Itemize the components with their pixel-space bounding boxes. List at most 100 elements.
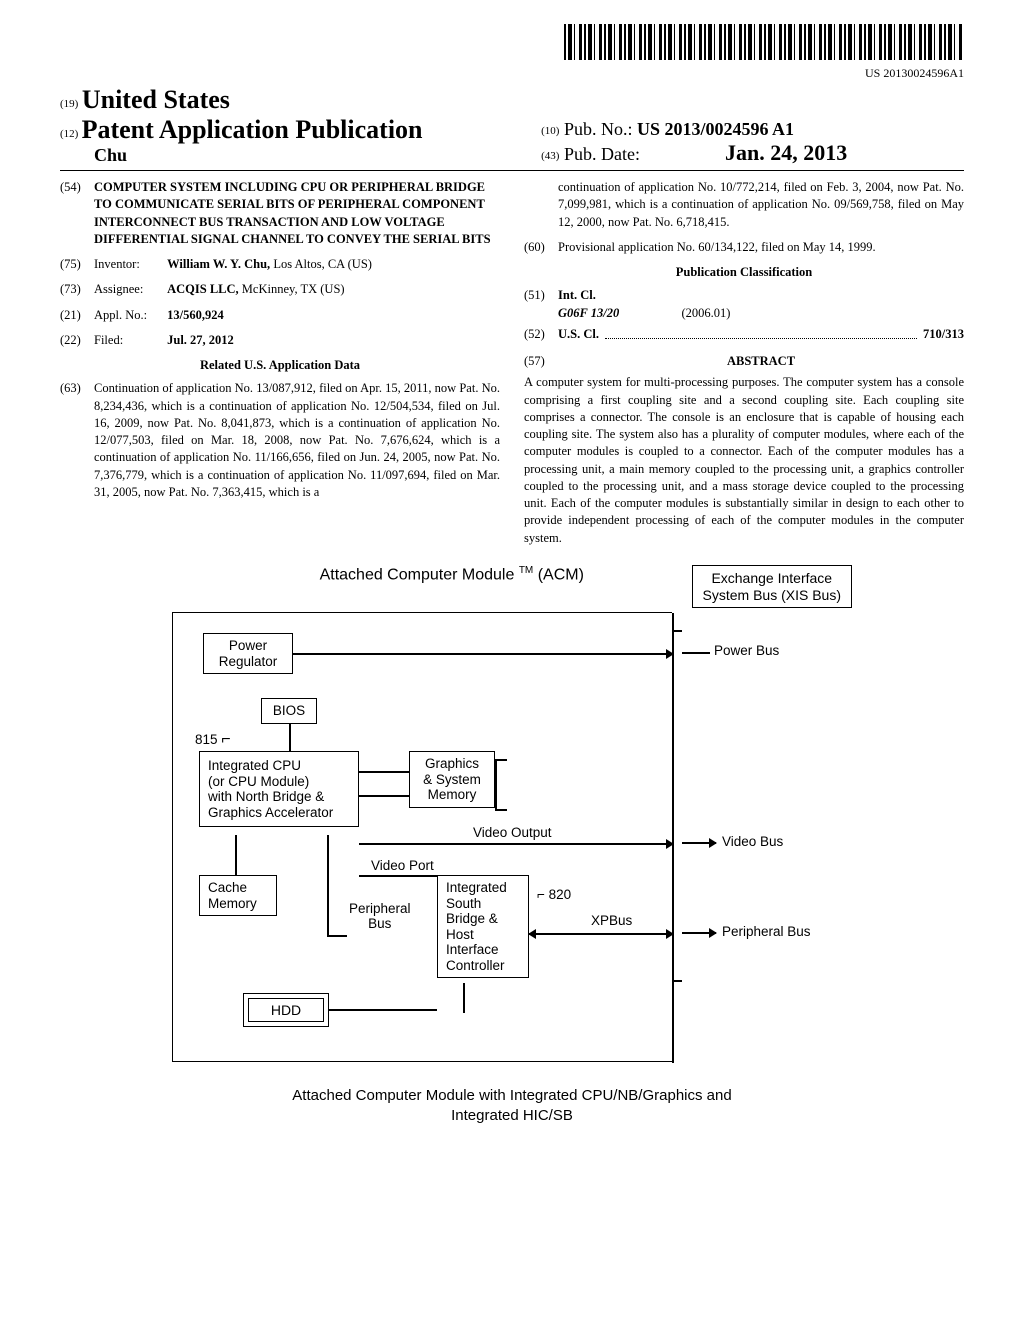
pub-type-line: (12) Patent Application Publication [60, 115, 525, 145]
xis-box: Exchange Interface System Bus (XIS Bus) [692, 565, 852, 609]
periph-bus-right-label: Peripheral Bus [722, 924, 811, 939]
graphics-memory-box: Graphics & System Memory [409, 751, 495, 808]
xpbus-label: XPBus [591, 913, 632, 928]
cont2-text: continuation of application No. 10/772,2… [558, 179, 964, 231]
cpu-box: Integrated CPU (or CPU Module) with Nort… [199, 751, 359, 827]
intcl-body: Int. Cl. G06F 13/20 (2006.01) [558, 287, 964, 322]
filed-body: Filed: Jul. 27, 2012 [94, 332, 500, 349]
assignee-entry: (73) Assignee: ACQIS LLC, McKinney, TX (… [60, 281, 500, 298]
bios-box: BIOS [261, 698, 317, 724]
ref-820-text: 820 [549, 887, 572, 902]
xis-line1: Exchange Interface [703, 570, 841, 587]
figure-right: Power Bus Video Bus Peripheral Bus [672, 612, 852, 1062]
abstract-num: (57) [524, 353, 558, 370]
cont-entry: (63) Continuation of application No. 13/… [60, 380, 500, 501]
applno-body: Appl. No.: 13/560,924 [94, 307, 500, 324]
title-entry: (54) COMPUTER SYSTEM INCLUDING CPU OR PE… [60, 179, 500, 248]
prov-num: (60) [524, 239, 558, 256]
periph-bus-hline [327, 935, 347, 937]
cache-conn [235, 835, 237, 875]
xis-vline [672, 630, 674, 980]
intcl-date: (2006.01) [682, 306, 731, 320]
pub-no-label: Pub. No.: [564, 119, 633, 139]
filed-label: Filed: [94, 332, 164, 349]
title-text: COMPUTER SYSTEM INCLUDING CPU OR PERIPHE… [94, 179, 500, 248]
biblio-left: (54) COMPUTER SYSTEM INCLUDING CPU OR PE… [60, 179, 500, 547]
pub-no-prefix: (10) [541, 125, 559, 137]
gfx-right-h2 [495, 809, 507, 811]
abstract-label-wrap: ABSTRACT [558, 353, 964, 370]
uscl-dotted [605, 338, 917, 339]
hdd-conn-spacer [463, 983, 465, 1013]
cpu-gfx-conn2 [359, 795, 409, 797]
figure-caption: Attached Computer Module with Integrated… [172, 1086, 852, 1125]
applno-label: Appl. No.: [94, 307, 164, 324]
figure-acm-abbrev: (ACM) [538, 566, 584, 583]
hdd-inner: HDD [248, 998, 324, 1022]
figure-title-text: Attached Computer Module [320, 566, 515, 583]
ref-815: 815 ⌐ [195, 731, 231, 749]
video-output-line [359, 843, 673, 845]
applno-entry: (21) Appl. No.: 13/560,924 [60, 307, 500, 324]
tm-mark: TM [519, 565, 533, 576]
filed-entry: (22) Filed: Jul. 27, 2012 [60, 332, 500, 349]
uscl-label: U.S. Cl. [558, 326, 599, 343]
intcl-code: G06F 13/20 [558, 306, 619, 320]
cont2-entry: continuation of application No. 10/772,2… [524, 179, 964, 231]
pub-type: Patent Application Publication [82, 115, 423, 144]
filed-val: Jul. 27, 2012 [167, 333, 234, 347]
assignee-loc: McKinney, TX (US) [239, 282, 345, 296]
hdd-conn-h [329, 1009, 437, 1011]
country-prefix: (19) [60, 98, 78, 110]
abstract-header: (57) ABSTRACT [524, 353, 964, 370]
header-right: (10) Pub. No.: US 2013/0024596 A1 (43) P… [525, 119, 964, 166]
inventor-name: William W. Y. Chu, [167, 257, 270, 271]
figure-inner: Attached Computer Module TM (ACM) Exchan… [172, 565, 852, 1126]
pub-date-label: Pub. Date: [564, 144, 640, 164]
inventor-label: Inventor: [94, 256, 164, 273]
pub-no: US 2013/0024596 A1 [637, 119, 794, 139]
biblio-right: continuation of application No. 10/772,2… [524, 179, 964, 547]
power-bus-rline [682, 652, 710, 654]
intcl-label: Int. Cl. [558, 287, 964, 304]
intcl-line: G06F 13/20 (2006.01) [558, 305, 964, 322]
intcl-num: (51) [524, 287, 558, 322]
barcode [564, 24, 964, 60]
uscl-code: 710/313 [923, 326, 964, 343]
filed-num: (22) [60, 332, 94, 349]
xis-bot-tick [672, 980, 682, 982]
barcode-region: US 20130024596A1 [60, 24, 964, 81]
ref-820: ⌐ 820 [537, 887, 571, 902]
uscl-num: (52) [524, 326, 558, 343]
pub-date: Jan. 24, 2013 [725, 140, 847, 165]
cont-num: (63) [60, 380, 94, 501]
video-output-label: Video Output [473, 825, 552, 840]
country-line: (19) United States [60, 85, 525, 115]
applno-val: 13/560,924 [167, 308, 224, 322]
video-bus-label: Video Bus [722, 834, 783, 849]
inventor-loc: Los Altos, CA (US) [270, 257, 372, 271]
pub-no-line: (10) Pub. No.: US 2013/0024596 A1 [541, 119, 964, 140]
uscl-body: U.S. Cl. 710/313 [558, 326, 964, 343]
prov-entry: (60) Provisional application No. 60/134,… [524, 239, 964, 256]
applno-num: (21) [60, 307, 94, 324]
assignee-name: ACQIS LLC, [167, 282, 239, 296]
bios-conn [289, 723, 291, 751]
pub-date-line: (43) Pub. Date: Jan. 24, 2013 [541, 140, 964, 166]
acm-outer-box: Power Regulator BIOS 815 ⌐ Integrated CP… [172, 612, 672, 1062]
figure-title: Attached Computer Module TM (ACM) [172, 565, 692, 584]
ref-815-text: 815 [195, 732, 218, 747]
intcl-row: (51) Int. Cl. G06F 13/20 (2006.01) [524, 287, 964, 322]
inventor-num: (75) [60, 256, 94, 273]
assignee-label: Assignee: [94, 281, 164, 298]
video-bus-rline [682, 842, 716, 844]
abstract-label: ABSTRACT [727, 354, 795, 368]
xis-line2: System Bus (XIS Bus) [703, 587, 841, 604]
hdd-box: HDD [243, 993, 329, 1027]
video-port-line [359, 875, 437, 877]
cpu-gfx-conn1 [359, 771, 409, 773]
figure-top-labels: Attached Computer Module TM (ACM) Exchan… [172, 565, 852, 609]
power-bus-line [293, 653, 673, 655]
power-regulator-box: Power Regulator [203, 633, 293, 674]
xpbus-line [529, 933, 673, 935]
